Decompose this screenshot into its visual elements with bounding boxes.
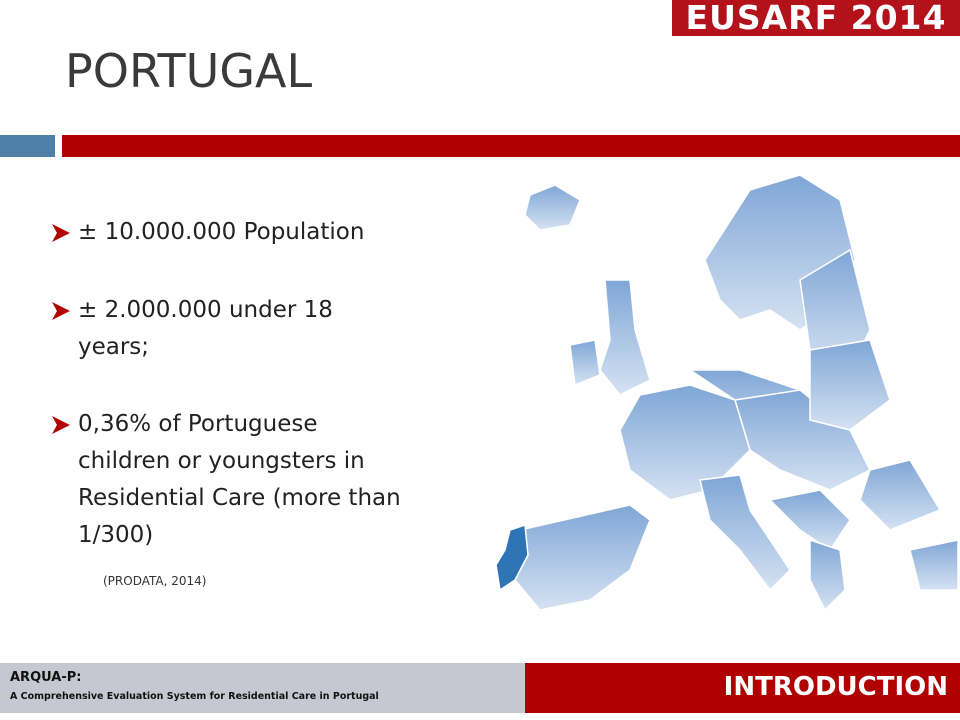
accent-bar bbox=[0, 135, 55, 157]
footer-section: INTRODUCTION bbox=[723, 672, 948, 702]
bullet: ± 2.000.000 under 18 years; bbox=[78, 297, 333, 360]
accent-bar bbox=[62, 135, 960, 157]
countries bbox=[514, 174, 959, 612]
europe-map bbox=[495, 174, 959, 612]
footer-left bbox=[0, 663, 525, 713]
footer-project: ARQUA-P: bbox=[10, 670, 82, 685]
footer-subtitle: A Comprehensive Evaluation System for Re… bbox=[10, 691, 379, 702]
bullet: ± 10.000.000 Population bbox=[78, 219, 365, 245]
bullet-arrow bbox=[52, 224, 70, 242]
bullet: 0,36% of Portuguese children or youngste… bbox=[78, 411, 401, 548]
slide-title: PORTUGAL bbox=[65, 44, 313, 98]
source: (PRODATA, 2014) bbox=[103, 574, 207, 588]
logo: EUSARF 2014 bbox=[672, 0, 960, 36]
bullet-arrow bbox=[52, 416, 70, 434]
portugal bbox=[495, 523, 529, 592]
footer-right bbox=[525, 663, 960, 713]
bullet-arrow bbox=[52, 302, 70, 320]
